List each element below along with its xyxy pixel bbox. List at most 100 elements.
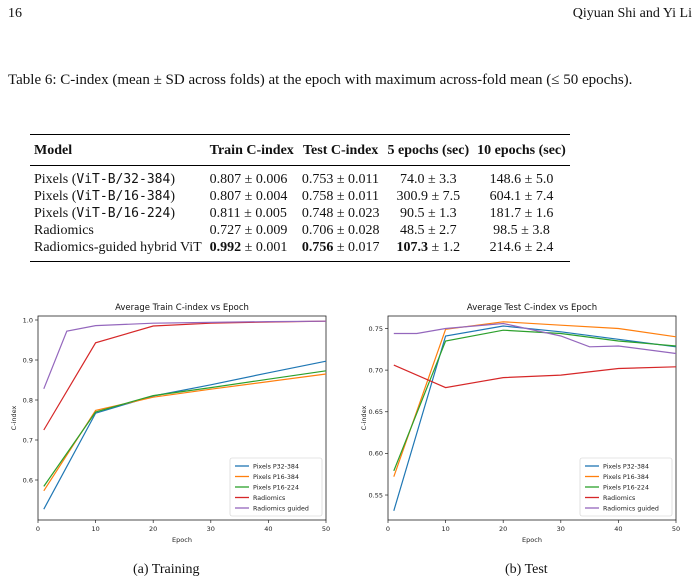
cell-train: 0.807 ± 0.006 xyxy=(206,166,298,189)
model-code: ViT-B/16-384 xyxy=(76,188,171,204)
legend-entry: Radiomics xyxy=(603,495,635,502)
cell-test-mean: 0.706 xyxy=(301,222,334,238)
cell-test-sd: ± 0.011 xyxy=(333,171,379,187)
x-tick-label: 10 xyxy=(441,525,449,533)
y-tick-label: 0.55 xyxy=(369,491,383,499)
x-tick-label: 20 xyxy=(149,525,157,533)
subcaption-test: (b) Test xyxy=(505,562,548,577)
series-line-3 xyxy=(393,364,677,389)
y-tick-label: 0.8 xyxy=(23,396,33,404)
series-line-4 xyxy=(393,322,677,355)
subcaption-training: (a) Training xyxy=(133,562,200,577)
chart-title: Average Test C-index vs Epoch xyxy=(467,303,597,313)
series-line-0 xyxy=(43,360,327,510)
y-axis-label: C-index xyxy=(360,406,368,431)
table-row: Pixels (ViT-B/16-224) 0.811 ± 0.005 0.748 … xyxy=(30,205,570,222)
series-line-1 xyxy=(393,321,677,477)
col-10epochs: 10 epochs (sec) xyxy=(477,143,566,158)
x-tick-label: 30 xyxy=(207,525,215,533)
col-5epochs: 5 epochs (sec) xyxy=(387,143,470,158)
cell-train-mean: 0.727 xyxy=(209,222,242,238)
cell-test-mean: 0.748 xyxy=(301,205,334,221)
series-line-2 xyxy=(43,370,327,487)
cell-test-sd: ± 0.023 xyxy=(333,205,380,221)
model-code: ViT-B/16-224 xyxy=(76,205,171,221)
series-line-4 xyxy=(43,320,327,390)
cell-5epochs: 300.9 ± 7.5 xyxy=(384,188,474,205)
y-tick-label: 0.6 xyxy=(23,476,33,484)
cell-5epochs-mean: 74.0 xyxy=(399,171,425,187)
y-tick-label: 1.0 xyxy=(23,316,33,324)
cell-10epochs: 148.6 ± 5.0 xyxy=(489,171,554,187)
table-row: Radiomics-guided hybrid ViT 0.992 ± 0.001… xyxy=(30,239,570,262)
cell-test-mean: 0.753 xyxy=(301,171,334,187)
cell-5epochs: 74.0 ± 3.3 xyxy=(384,166,474,189)
legend-entry: Radiomics guided xyxy=(253,505,309,512)
model-suffix: ) xyxy=(170,171,175,187)
x-tick-label: 40 xyxy=(264,525,272,533)
x-tick-label: 50 xyxy=(672,525,680,533)
cell-test-mean: 0.758 xyxy=(301,188,334,204)
table-row: Radiomics 0.727 ± 0.009 0.706 ± 0.028 48.5 … xyxy=(30,222,570,239)
cell-train: 0.727 ± 0.009 xyxy=(206,222,298,239)
cell-5epochs-mean: 48.5 xyxy=(399,222,425,238)
y-tick-label: 0.7 xyxy=(23,436,33,444)
cell-test: 0.756 ± 0.017 xyxy=(298,239,384,262)
cell-5epochs: 48.5 ± 2.7 xyxy=(384,222,474,239)
legend-entry: Radiomics xyxy=(253,495,285,502)
table-header-row: Model Train C-index Test C-index 5 epoch… xyxy=(30,134,570,166)
cell-5epochs-mean: 107.3 xyxy=(396,239,428,255)
x-tick-label: 40 xyxy=(614,525,622,533)
test-cindex-chart: Average Test C-index vs Epoch 0 10 20 30 40 50… xyxy=(360,303,680,544)
y-tick-label: 0.9 xyxy=(23,356,33,364)
col-train: Train C-index xyxy=(209,143,294,158)
cell-10epochs: 214.6 ± 2.4 xyxy=(489,239,554,255)
x-tick-label: 10 xyxy=(91,525,99,533)
x-axis-label: Epoch xyxy=(172,536,192,544)
train-cindex-chart: Average Train C-index vs Epoch 0 10 20 30 40 5… xyxy=(10,303,330,544)
chart-title: Average Train C-index vs Epoch xyxy=(115,303,249,313)
cell-test: 0.758 ± 0.011 xyxy=(298,188,384,205)
cell-5epochs-sd: ± 7.5 xyxy=(427,188,461,204)
legend-entry: Pixels P16-384 xyxy=(253,474,299,481)
legend-entry: Pixels P32-384 xyxy=(253,463,299,470)
cell-5epochs-sd: ± 1.3 xyxy=(424,205,457,221)
plot-frame xyxy=(387,315,677,521)
cell-5epochs-sd: ± 2.7 xyxy=(424,222,457,238)
x-tick-label: 30 xyxy=(557,525,565,533)
cell-test-mean: 0.756 xyxy=(301,239,334,255)
model-name: Pixels ( xyxy=(34,205,77,221)
cell-train: 0.992 ± 0.001 xyxy=(206,239,298,262)
x-axis-label: Epoch xyxy=(522,536,542,544)
model-suffix: ) xyxy=(170,205,175,221)
cell-test-sd: ± 0.017 xyxy=(333,239,380,255)
table-row: Pixels (ViT-B/16-384) 0.807 ± 0.004 0.758 … xyxy=(30,188,570,205)
results-table: Model Train C-index Test C-index 5 epoch… xyxy=(30,134,570,262)
cell-5epochs: 90.5 ± 1.3 xyxy=(384,205,474,222)
page-number: 16 xyxy=(8,6,22,21)
legend-box xyxy=(229,457,323,517)
cell-5epochs-sd: ± 3.3 xyxy=(424,171,457,187)
cell-train-mean: 0.807 xyxy=(209,171,242,187)
cell-test: 0.748 ± 0.023 xyxy=(298,205,384,222)
cell-model: Radiomics xyxy=(30,222,206,239)
x-tick-label: 0 xyxy=(36,525,40,533)
model-name: Pixels ( xyxy=(34,171,77,187)
legend-entry: Pixels P16-224 xyxy=(253,484,299,491)
model-name: Pixels ( xyxy=(34,188,77,204)
model-name: Radiomics-guided hybrid ViT xyxy=(34,239,202,255)
cell-model: Radiomics-guided hybrid ViT xyxy=(30,239,206,262)
cell-model: Pixels (ViT-B/16-384) xyxy=(30,188,206,205)
cell-5epochs-mean: 90.5 xyxy=(399,205,425,221)
cell-train-mean: 0.992 xyxy=(209,239,242,255)
series-line-0 xyxy=(393,325,677,511)
y-axis-label: C-index xyxy=(10,406,18,431)
cell-test-sd: ± 0.011 xyxy=(333,188,379,204)
cell-train-sd: ± 0.004 xyxy=(241,188,288,204)
cell-10epochs: 181.7 ± 1.6 xyxy=(489,205,554,221)
col-test: Test C-index xyxy=(302,143,379,158)
model-suffix: ) xyxy=(170,188,175,204)
legend-entry: Pixels P16-224 xyxy=(603,484,649,491)
cell-5epochs-mean: 300.9 xyxy=(396,188,428,204)
y-tick-label: 0.60 xyxy=(369,450,383,458)
